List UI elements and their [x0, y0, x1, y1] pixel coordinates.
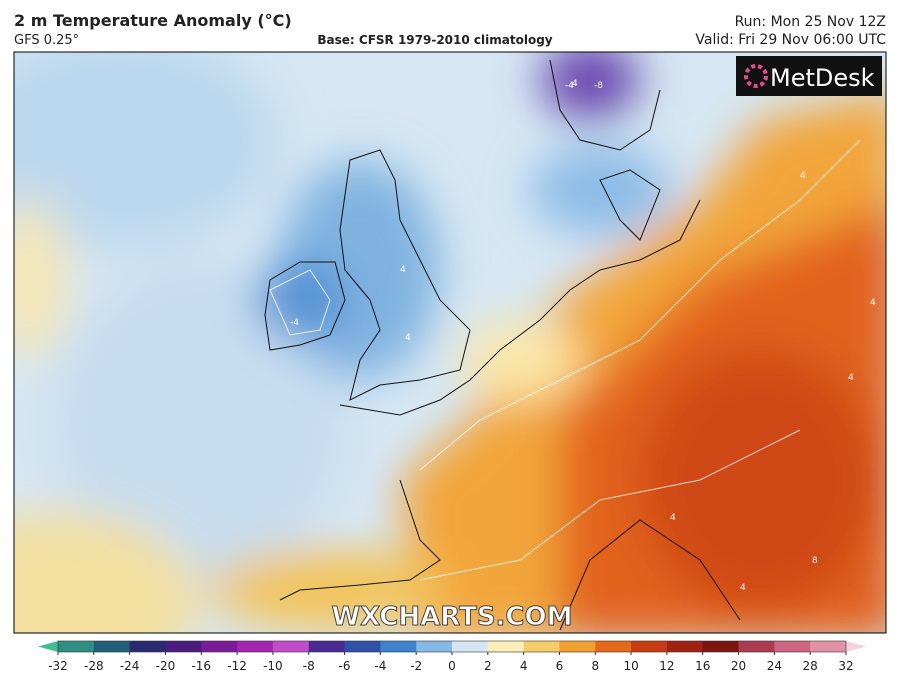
colorbar-segment: [129, 641, 166, 652]
colorbar-segment: [308, 641, 346, 652]
colorbar-tick-label: 4: [520, 659, 528, 673]
colorbar-tick-label: -16: [191, 659, 211, 673]
contour-label: 4: [670, 513, 676, 523]
contour-label: 8: [812, 556, 818, 566]
colorbar-tick-label: 16: [695, 659, 710, 673]
contour-label: -4: [290, 318, 299, 328]
logo: MetDesk: [770, 64, 875, 92]
colorbar-tick-label: 8: [591, 659, 599, 673]
coastlines: [264, 59, 741, 631]
contour-label: -8: [594, 81, 603, 91]
colorbar-segment: [738, 641, 775, 652]
model: GFS 0.25°: [14, 33, 79, 48]
base: Base: CFSR 1979-2010 climatology: [317, 33, 552, 47]
colorbar-tick-label: -20: [156, 659, 176, 673]
colorbar-segment: [237, 641, 274, 652]
colorbar-low-end: [38, 641, 58, 652]
colorbar-tick-label: -6: [339, 659, 351, 673]
contour-label: 4: [405, 333, 411, 343]
colorbar-segment: [344, 641, 381, 652]
colorbar-segment: [523, 641, 560, 652]
colorbar-tick-label: 28: [803, 659, 818, 673]
colorbar-tick-label: -28: [84, 659, 104, 673]
colorbar-tick-label: 24: [767, 659, 782, 673]
colorbar-tick-label: 20: [731, 659, 746, 673]
contour-label: -4: [565, 81, 574, 91]
colorbar-tick-label: 10: [623, 659, 638, 673]
contour-label: 4: [400, 265, 406, 275]
colorbar-tick-label: -12: [227, 659, 247, 673]
colorbar-tick-label: 32: [838, 659, 853, 673]
colorbar-segment: [452, 641, 489, 652]
colorbar-segment: [201, 641, 238, 652]
colorbar-tick-label: 6: [556, 659, 564, 673]
contour-label: 4: [848, 373, 854, 383]
colorbar-segment: [165, 641, 202, 652]
colorbar-segment: [666, 641, 704, 652]
watermark: WXCHARTS.COM: [331, 602, 572, 632]
colorbar-segment: [416, 641, 453, 652]
colorbar-segment: [58, 641, 95, 652]
contour-label: 4: [800, 171, 806, 181]
colorbar-segment: [595, 641, 632, 652]
colorbar-tick-label: -4: [374, 659, 386, 673]
colorbar-tick-label: 0: [448, 659, 456, 673]
colorbar-tick-label: -8: [303, 659, 315, 673]
contour-label: 4: [870, 298, 876, 308]
colorbar-segment: [487, 641, 525, 652]
colorbar-segment: [93, 641, 131, 652]
colorbar-segment: [631, 641, 668, 652]
colorbar-tick-label: -32: [48, 659, 68, 673]
title: 2 m Temperature Anomaly (°C): [14, 11, 292, 30]
colorbar-tick-label: -24: [120, 659, 140, 673]
colorbar-segment: [810, 641, 847, 652]
run: Run: Mon 25 Nov 12Z: [735, 14, 886, 30]
contour-label: 4: [740, 583, 746, 593]
colorbar-segment: [774, 641, 811, 652]
colorbar-segment: [272, 641, 310, 652]
colorbar-high-end: [846, 641, 866, 652]
colorbar-tick-label: -2: [410, 659, 422, 673]
colorbar-segment: [559, 641, 596, 652]
colorbar-tick-label: 2: [484, 659, 492, 673]
map-frame: [13, 51, 887, 634]
colorbar-tick-label: -10: [263, 659, 283, 673]
colorbar-segment: [380, 641, 417, 652]
colorbar-tick-label: 12: [659, 659, 674, 673]
valid: Valid: Fri 29 Nov 06:00 UTC: [695, 32, 886, 48]
contour-label: 4: [572, 79, 578, 89]
colorbar-segment: [702, 641, 740, 652]
